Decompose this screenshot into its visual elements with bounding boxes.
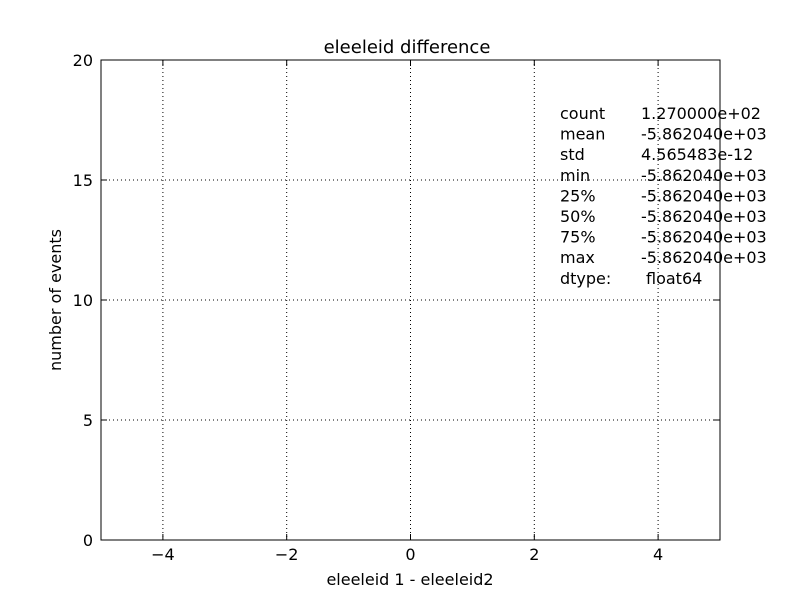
stats-row-label: 50% [560, 207, 596, 226]
x-tick-label: −2 [275, 545, 299, 564]
x-tick-label: 2 [529, 545, 539, 564]
y-tick-label: 15 [73, 171, 93, 190]
x-tick-label: −4 [151, 545, 175, 564]
x-tick-label: 0 [405, 545, 415, 564]
stats-annotation: count 1.270000e+02 mean -5.862040e+03 std 4.5… [560, 104, 767, 288]
y-axis-label: number of events [46, 229, 65, 371]
chart-title: eleeleid difference [324, 37, 491, 58]
stats-row-value: -5.862040e+03 [641, 125, 767, 144]
stats-row-value: -5.862040e+03 [641, 228, 767, 247]
stats-row-label: mean [560, 125, 605, 144]
stats-row-label: dtype: [560, 269, 611, 288]
stats-row-value: -5.862040e+03 [641, 166, 767, 185]
y-axis-ticks: 0 5 10 15 20 [73, 51, 720, 550]
grid-lines [101, 59, 720, 541]
stats-row-label: min [560, 166, 590, 185]
stats-row-label: 75% [560, 228, 596, 247]
stats-row-label: max [560, 248, 595, 267]
stats-row-value: 4.565483e-12 [641, 145, 753, 164]
y-tick-label: 10 [73, 291, 93, 310]
stats-row-label: 25% [560, 186, 596, 205]
y-tick-label: 20 [73, 51, 93, 70]
stats-row-value: -5.862040e+03 [641, 186, 767, 205]
stats-row-value: 1.270000e+02 [641, 104, 761, 123]
stats-row-value: -5.862040e+03 [641, 248, 767, 267]
stats-row-label: std [560, 145, 585, 164]
stats-row-value: -5.862040e+03 [641, 207, 767, 226]
x-axis-label: eleeleid 1 - eleeleid2 [326, 570, 493, 589]
stats-row-value: float64 [646, 269, 702, 288]
y-tick-label: 0 [83, 531, 93, 550]
x-tick-label: 4 [653, 545, 663, 564]
x-axis-ticks: −4 −2 0 2 4 [151, 60, 663, 564]
y-tick-label: 5 [83, 411, 93, 430]
stats-row-label: count [560, 104, 605, 123]
